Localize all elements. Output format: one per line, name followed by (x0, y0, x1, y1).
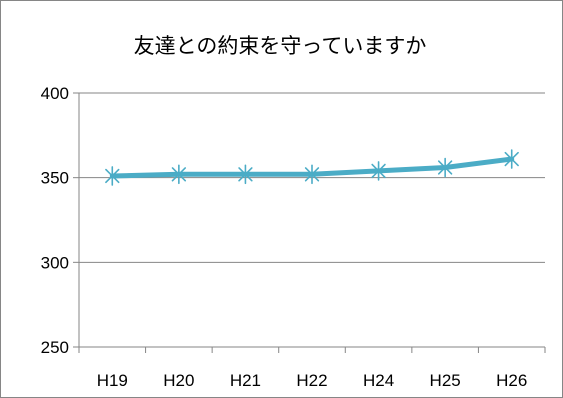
x-tick-label: H26 (496, 371, 527, 390)
x-tick-label: H25 (430, 371, 461, 390)
x-tick-label: H19 (97, 371, 128, 390)
data-point (171, 164, 187, 185)
data-point (304, 164, 320, 185)
x-tick-label: H24 (363, 371, 394, 390)
axes (73, 92, 546, 353)
chart-title: 友達との約束を守っていますか (134, 34, 427, 58)
data-point (504, 149, 519, 169)
x-tick-label: H21 (230, 371, 261, 390)
data-point (437, 157, 453, 178)
y-tick-label: 400 (41, 84, 69, 103)
data-point (105, 166, 120, 186)
data-point (371, 161, 386, 181)
x-tick-labels: H19 H20 H21 H22 H24 H25 H26 (97, 371, 528, 390)
y-tick-label: 300 (41, 253, 69, 272)
x-tick-label: H20 (163, 371, 194, 390)
x-tick-label: H22 (296, 371, 327, 390)
y-tick-labels: 250 300 350 400 (41, 84, 69, 357)
data-point (238, 164, 253, 185)
y-tick-label: 350 (41, 169, 69, 188)
series-layer (105, 149, 519, 186)
y-tick-label: 250 (41, 338, 69, 357)
